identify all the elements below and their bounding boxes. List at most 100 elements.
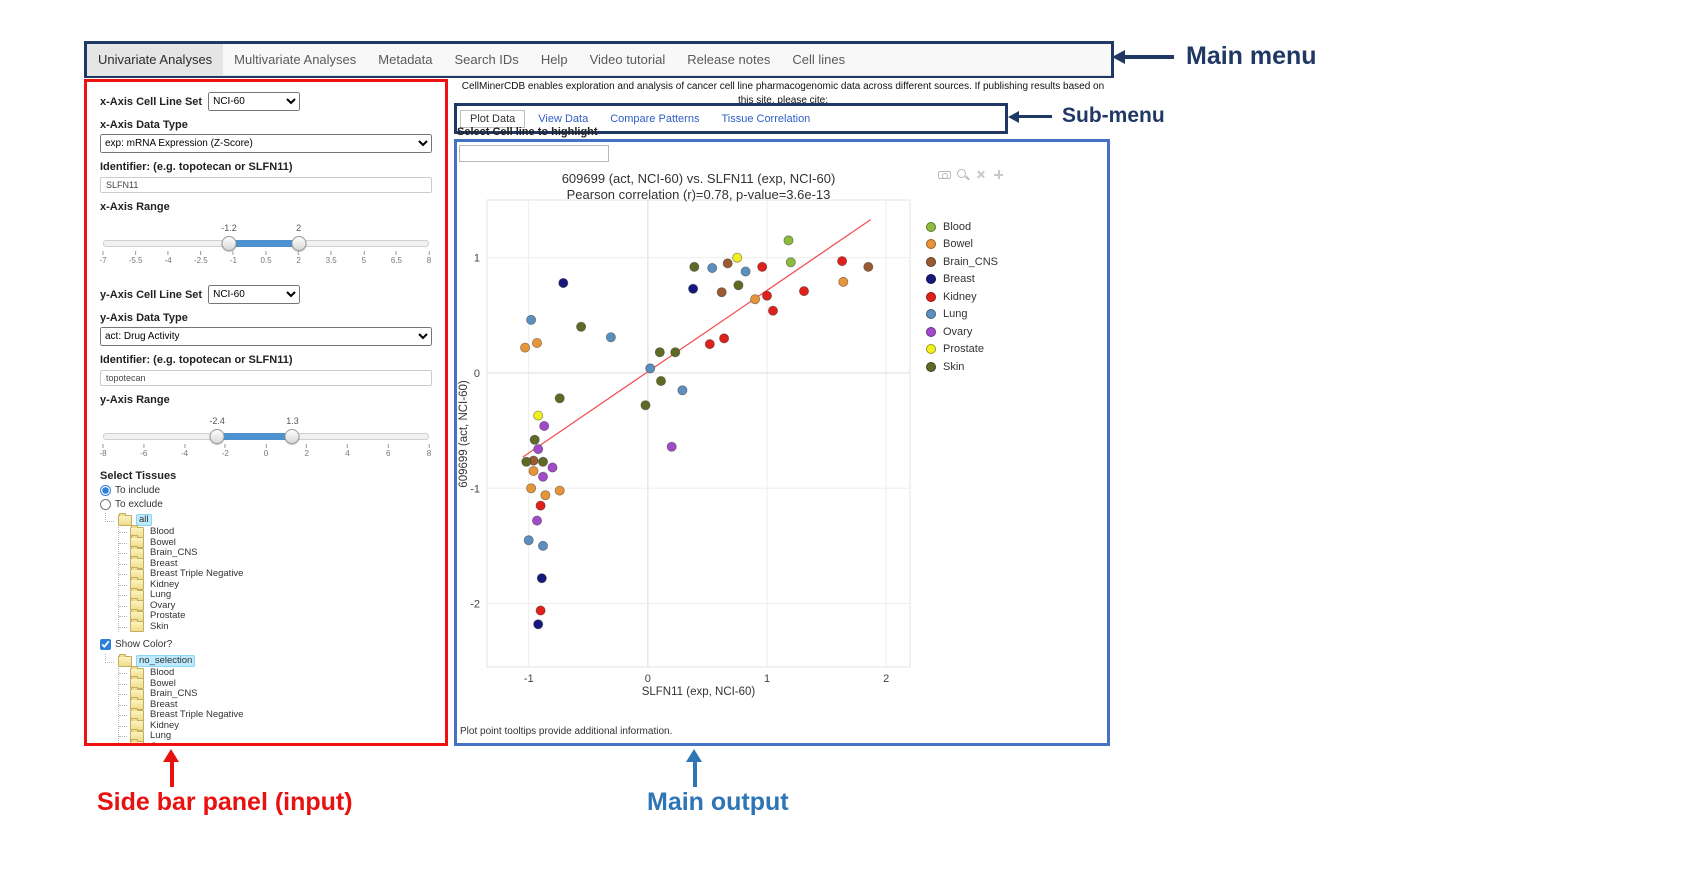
point-kidney[interactable] [535,605,546,616]
camera-icon[interactable] [938,168,951,181]
point-kidney[interactable] [719,333,730,344]
x-range-slider[interactable]: -1.2 2 -7 -5.5 -4 -2.5 -1 0.5 2 3.5 5 6.5 8 [99,223,431,265]
point-breast[interactable] [536,573,547,584]
menu-item-multivariate-analyses[interactable]: Multivariate Analyses [234,52,357,67]
point-bowel[interactable] [838,276,849,287]
tree-node-breast-triple-negative[interactable]: Breast Triple Negative [150,709,244,720]
tree-node-ovary[interactable]: Ovary [150,740,176,746]
point-kidney[interactable] [704,339,715,350]
point-breast[interactable] [688,283,699,294]
point-lung[interactable] [538,540,549,551]
y-cell-line-set-select[interactable]: NCI-60 [208,285,301,304]
legend-item-ovary[interactable]: Ovary [926,323,998,341]
point-skin[interactable] [554,393,565,404]
point-skin[interactable] [689,261,700,272]
tree-elbow-icon[interactable] [105,654,114,663]
point-bowel[interactable] [750,294,761,305]
legend-item-lung[interactable]: Lung [926,306,998,324]
tree-node-lung[interactable]: Lung [150,589,172,600]
tree-node-breast[interactable]: Breast [150,557,178,569]
point-lung[interactable] [707,263,718,274]
point-skin[interactable] [529,434,540,445]
point-kidney[interactable] [761,290,772,301]
tree-node-blood[interactable]: Blood [150,526,175,537]
y-range-slider[interactable]: -2.4 1.3 -8 -6 -4 -2 0 2 4 6 8 [99,416,431,458]
legend-item-blood[interactable]: Blood [926,218,998,236]
menu-item-help[interactable]: Help [540,52,568,67]
legend-item-breast[interactable]: Breast [926,271,998,289]
exclude-radio-row[interactable]: To exclude [100,499,432,510]
point-lung[interactable] [677,385,688,396]
point-prostate[interactable] [732,252,743,263]
tree-node-bowel[interactable]: Bowel [150,677,176,689]
point-ovary[interactable] [539,420,550,431]
subtab-plot-data[interactable]: Plot Data [460,109,526,128]
tree-elbow-icon[interactable] [105,513,114,522]
point-ovary[interactable] [538,471,549,482]
subtab-compare-patterns[interactable]: Compare Patterns [610,112,700,125]
legend-item-kidney[interactable]: Kidney [926,288,998,306]
tree-node-ovary[interactable]: Ovary [150,599,176,611]
point-kidney[interactable] [535,500,546,511]
menu-item-metadata[interactable]: Metadata [378,52,433,67]
point-bowel[interactable] [554,485,565,496]
point-prostate[interactable] [533,410,544,421]
point-skin[interactable] [640,400,651,411]
include-radio[interactable] [100,485,111,496]
tree-node-all[interactable]: all [136,513,152,527]
tree-node-brain-cns[interactable]: Brain_CNS [150,688,198,699]
subtab-view-data[interactable]: View Data [538,112,589,125]
legend-item-prostate[interactable]: Prostate [926,341,998,359]
tree-node-kidney[interactable]: Kidney [150,719,180,731]
x-identifier-input[interactable] [100,177,432,193]
slider-handle[interactable] [209,429,225,444]
point-ovary[interactable] [532,515,543,526]
point-ovary[interactable] [666,441,677,452]
point-skin[interactable] [655,375,666,386]
point-kidney[interactable] [757,261,768,272]
point-bowel[interactable] [520,342,531,353]
tree-node-blood[interactable]: Blood [150,667,175,678]
point-kidney[interactable] [767,305,778,316]
legend-item-brain-cns[interactable]: Brain_CNS [926,253,998,271]
tree-node-no-selection[interactable]: no_selection [136,654,196,668]
point-lung[interactable] [740,266,751,277]
point-blood[interactable] [785,257,796,268]
point-skin[interactable] [576,321,587,332]
legend-item-skin[interactable]: Skin [926,358,998,376]
point-breast[interactable] [533,619,544,630]
menu-item-video-tutorial[interactable]: Video tutorial [589,52,666,67]
subtab-tissue-correlation[interactable]: Tissue Correlation [721,112,811,125]
y-data-type-select[interactable]: act: Drug Activity [100,327,432,346]
tree-node-skin[interactable]: Skin [150,620,169,632]
exclude-radio[interactable] [100,499,111,510]
slider-handle[interactable] [284,429,300,444]
menu-item-release-notes[interactable]: Release notes [687,52,771,67]
point-brain-cns[interactable] [716,287,727,298]
show-color-row[interactable]: Show Color? [100,639,432,650]
show-color-checkbox[interactable] [100,639,111,650]
point-lung[interactable] [645,363,656,374]
zoom-in-icon[interactable] [956,168,969,181]
y-identifier-input[interactable] [100,370,432,386]
point-ovary[interactable] [547,462,558,473]
tree-node-bowel[interactable]: Bowel [150,536,176,548]
point-ovary[interactable] [533,444,544,455]
include-radio-row[interactable]: To include [100,485,432,496]
slider-handle[interactable] [221,236,237,251]
slider-handle[interactable] [291,236,307,251]
menu-item-search-ids[interactable]: Search IDs [454,52,519,67]
point-bowel[interactable] [528,465,539,476]
point-breast[interactable] [558,277,569,288]
tree-node-breast-triple-negative[interactable]: Breast Triple Negative [150,568,244,579]
point-lung[interactable] [605,332,616,343]
close-icon[interactable] [974,168,987,181]
point-bowel[interactable] [532,337,543,348]
point-brain-cns[interactable] [863,261,874,272]
point-lung[interactable] [526,314,537,325]
tree-node-kidney[interactable]: Kidney [150,578,180,590]
menu-item-cell-lines[interactable]: Cell lines [792,52,846,67]
point-kidney[interactable] [837,256,848,267]
tree-node-prostate[interactable]: Prostate [150,610,186,621]
point-lung[interactable] [523,535,534,546]
